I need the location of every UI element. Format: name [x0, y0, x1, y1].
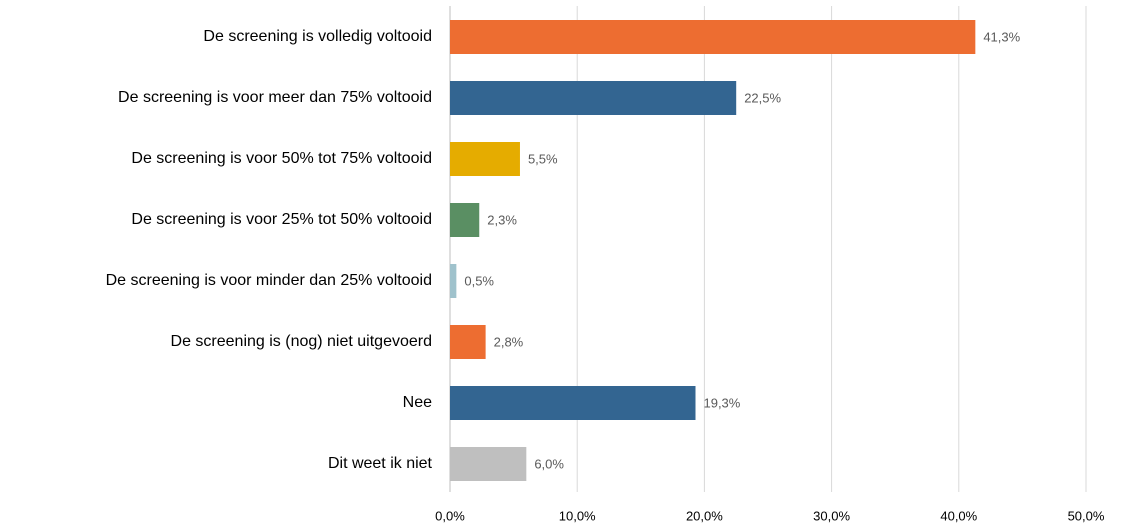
value-label: 2,3% — [487, 212, 517, 227]
category-label: Dit weet ik niet — [327, 455, 432, 472]
bar — [450, 142, 520, 176]
bar — [450, 203, 480, 237]
category-label-row: De screening is voor meer dan 75% voltoo… — [0, 88, 432, 108]
bar — [450, 81, 737, 115]
x-tick-label: 20,0% — [686, 508, 723, 523]
bar — [450, 447, 527, 481]
category-label: De screening is voor 50% tot 75% voltooi… — [131, 150, 432, 167]
category-label: Nee — [402, 394, 432, 411]
category-label: De screening is voor meer dan 75% voltoo… — [118, 89, 432, 106]
bar — [450, 386, 696, 420]
value-label: 41,3% — [983, 29, 1020, 44]
value-label: 0,5% — [464, 273, 494, 288]
category-label-row: De screening is voor 25% tot 50% voltooi… — [0, 210, 432, 230]
category-label-row: De screening is voor 50% tot 75% voltooi… — [0, 149, 432, 169]
x-tick-label: 30,0% — [813, 508, 850, 523]
category-label-row: Nee — [0, 393, 432, 413]
x-tick-label: 40,0% — [940, 508, 977, 523]
category-label-row: Dit weet ik niet — [0, 454, 432, 474]
category-label-row: De screening is volledig voltooid — [0, 27, 432, 47]
bar — [450, 20, 976, 54]
category-label-row: De screening is voor minder dan 25% volt… — [0, 271, 432, 291]
x-tick-label: 50,0% — [1068, 508, 1105, 523]
bar — [450, 264, 457, 298]
value-label: 5,5% — [528, 151, 558, 166]
value-label: 19,3% — [703, 395, 740, 410]
x-tick-label: 10,0% — [559, 508, 596, 523]
category-label-row: De screening is (nog) niet uitgevoerd — [0, 332, 432, 352]
bar — [450, 325, 486, 359]
category-label: De screening is voor 25% tot 50% voltooi… — [131, 211, 432, 228]
value-label: 6,0% — [534, 456, 564, 471]
category-label: De screening is (nog) niet uitgevoerd — [170, 333, 432, 350]
category-label: De screening is volledig voltooid — [203, 28, 432, 45]
category-label: De screening is voor minder dan 25% volt… — [105, 272, 432, 289]
value-label: 22,5% — [744, 90, 781, 105]
x-tick-label: 0,0% — [435, 508, 465, 523]
value-label: 2,8% — [494, 334, 524, 349]
